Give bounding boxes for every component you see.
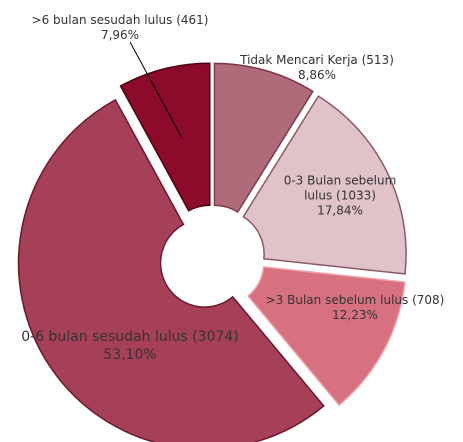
pie-slice [242, 95, 407, 275]
pie-slice [17, 98, 325, 442]
pie-slice [213, 62, 314, 214]
slice-label: Tidak Mencari Kerja (513) 8,86% [227, 53, 407, 83]
slice-label: 0-3 Bulan sebelum lulus (1033) 17,84% [265, 174, 415, 219]
value-label: 17,84% [317, 203, 363, 218]
value-label: 12,23% [332, 308, 378, 322]
value-label: 53,10% [103, 347, 157, 363]
category-label: Tidak Mencari Kerja (513) [240, 53, 394, 67]
pie-slice [119, 62, 211, 212]
value-label: 8,86% [297, 68, 337, 82]
pie-slice [247, 266, 406, 407]
slice-label: >3 Bulan sebelum lulus (708) 12,23% [260, 293, 450, 323]
value-label: 7,96% [100, 28, 140, 42]
category-label: 0-3 Bulan sebelum lulus (1033) [283, 173, 397, 203]
category-label: >3 Bulan sebelum lulus (708) [265, 293, 445, 307]
category-label: 0-6 bulan sesudah lulus (3074) [21, 329, 239, 345]
slice-label: 0-6 bulan sesudah lulus (3074) 53,10% [0, 328, 270, 364]
leader-line [129, 41, 183, 139]
slice-label: >6 bulan sesudah lulus (461) 7,96% [10, 13, 230, 43]
category-label: >6 bulan sesudah lulus (461) [31, 13, 209, 27]
